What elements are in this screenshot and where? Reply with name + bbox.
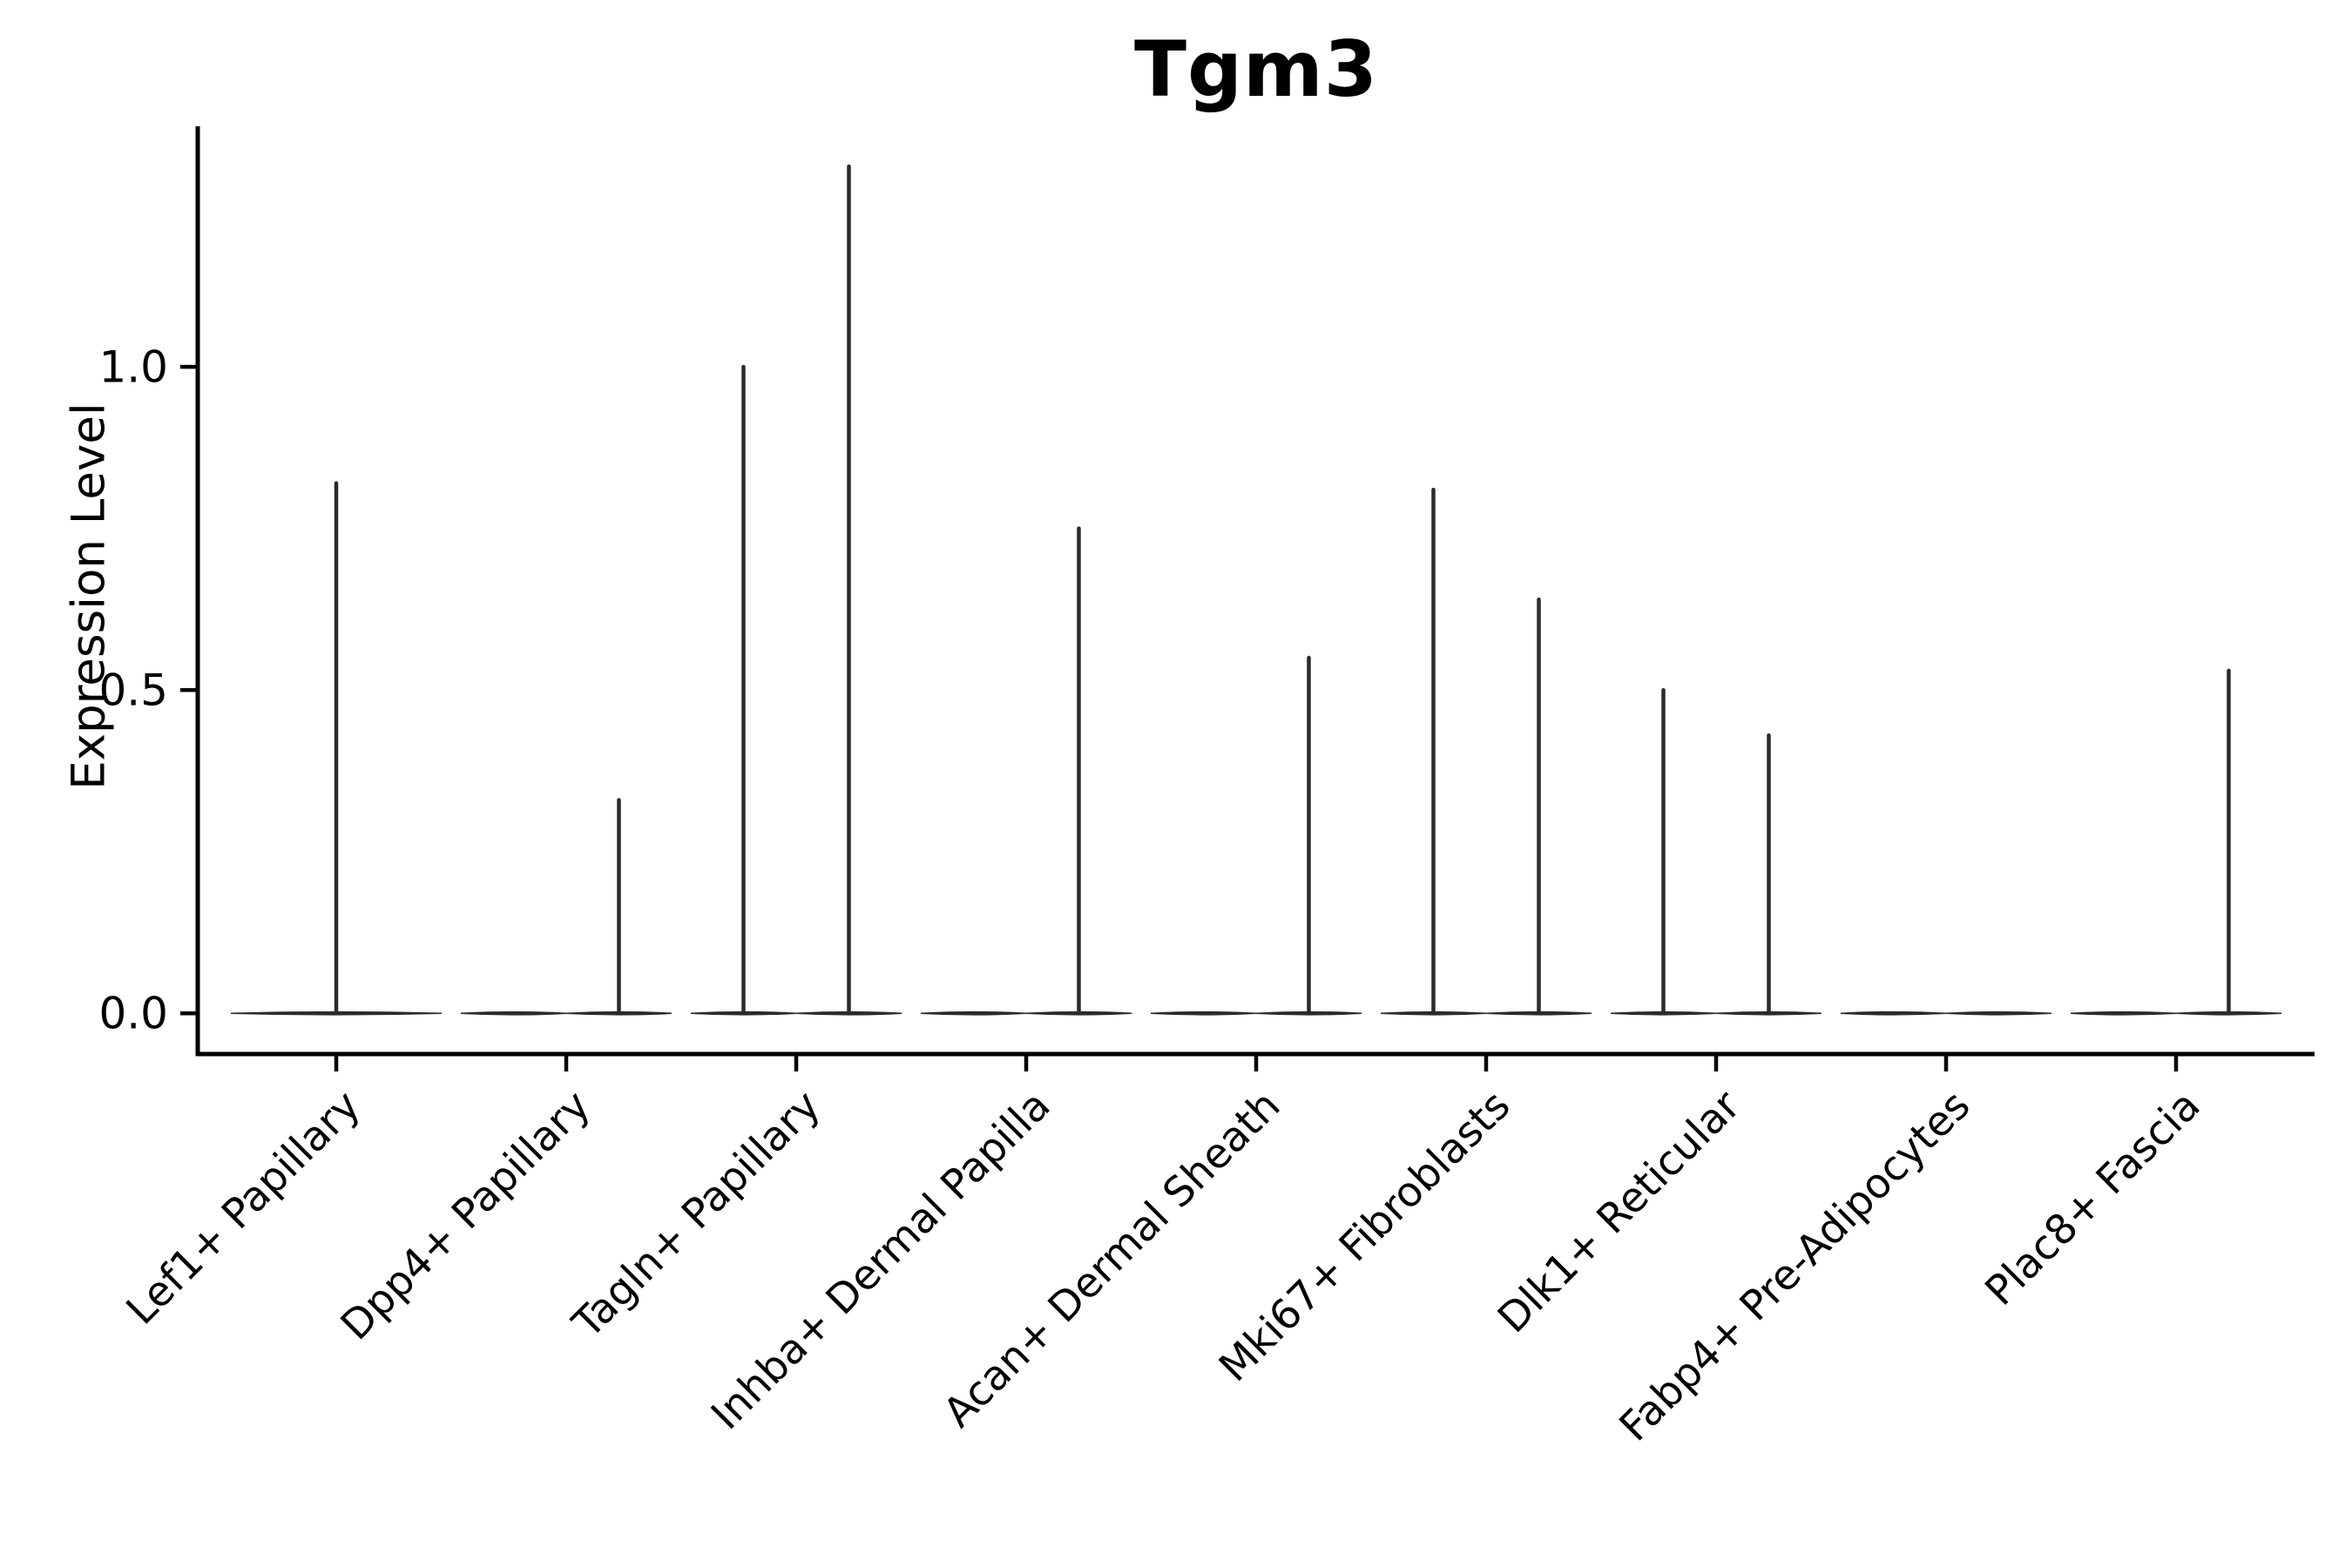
- x-tick-label: Dpp4+ Papillary: [332, 1082, 600, 1350]
- y-tick-label: 1.0: [98, 342, 168, 393]
- axis-spines: [195, 126, 2315, 1057]
- violin-body: [1840, 1010, 1947, 1016]
- violin-body: [1945, 1010, 2052, 1016]
- y-tick-label: 0.5: [98, 666, 168, 716]
- violin-body: [460, 1010, 567, 1016]
- x-tick-label: Tagln+ Papillary: [564, 1082, 830, 1348]
- violin-body: [920, 1010, 1027, 1016]
- violin-body: [2070, 1010, 2177, 1016]
- x-tick-label: Plac8+ Fascia: [1977, 1082, 2210, 1315]
- y-tick-label: 0.0: [98, 989, 168, 1039]
- violin-body: [1150, 1010, 1257, 1016]
- x-tick-label: Dlk1+ Reticular: [1489, 1081, 1750, 1342]
- chart-title: Tgm3: [1134, 24, 1378, 114]
- x-tick-label: Lef1+ Papillary: [118, 1082, 370, 1335]
